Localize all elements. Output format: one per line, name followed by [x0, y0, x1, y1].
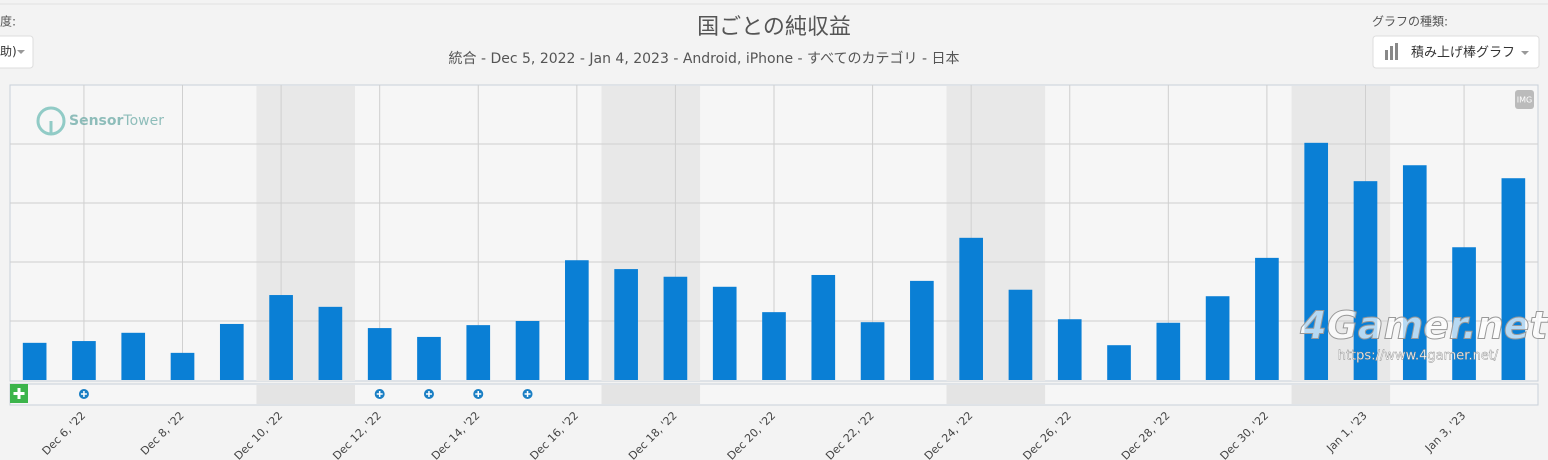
weekend-shade [1291, 385, 1391, 404]
bar [1402, 165, 1427, 380]
chart-type-icon [1385, 43, 1398, 60]
weekend-shade [601, 385, 701, 404]
chart-type-label: グラフの種類: [1372, 15, 1448, 29]
export-text: IMG [1517, 96, 1532, 105]
bar [22, 342, 47, 380]
chart-type-text[interactable]: 積み上げ棒グラフ [1411, 46, 1515, 61]
bar [910, 280, 934, 380]
bar [762, 312, 786, 380]
event-plus [475, 391, 482, 397]
event-plus [376, 391, 383, 397]
event-plus [524, 391, 531, 397]
bar [663, 276, 688, 380]
bar [811, 274, 836, 380]
left-select-text[interactable]: 助) [0, 45, 17, 59]
bar [269, 295, 293, 380]
watermark-brand: 4Gamer.net [1299, 304, 1548, 348]
bar [1107, 345, 1131, 380]
logo-text: SensorTower [69, 113, 164, 129]
bar [860, 322, 885, 380]
bar [565, 260, 589, 380]
chart-type-select[interactable] [1372, 35, 1540, 69]
bar [318, 306, 343, 380]
bar [614, 269, 638, 380]
bar [1255, 257, 1279, 380]
weekend-shade [946, 385, 1046, 404]
plus-icon [13, 388, 25, 399]
bar [1156, 322, 1181, 380]
bar [959, 237, 983, 380]
bar [1501, 178, 1526, 380]
bar [1205, 296, 1230, 380]
weekend-shade [256, 385, 356, 404]
logo: SensorTower [36, 106, 164, 136]
bar [72, 341, 96, 380]
export-button[interactable] [1515, 90, 1534, 109]
bar [466, 325, 491, 380]
event-plus [80, 391, 87, 397]
left-label: 度: [0, 14, 16, 29]
bar [170, 352, 195, 380]
chart-subtitle: 統合 - Dec 5, 2022 - Jan 4, 2023 - Android… [449, 50, 960, 67]
bar [712, 286, 737, 380]
caret [1521, 51, 1529, 55]
bar [1353, 181, 1378, 380]
bar [1057, 319, 1082, 380]
bar [121, 332, 146, 380]
bar [417, 336, 441, 380]
logo-part: Sensor [69, 113, 123, 129]
bar [219, 323, 244, 380]
bar [367, 328, 392, 380]
watermark-url: https://www.4gamer.net/ [1338, 349, 1499, 364]
bar [515, 321, 540, 380]
logo-part: Tower [122, 113, 164, 129]
caret [17, 50, 25, 54]
left-select[interactable] [0, 35, 34, 69]
event-plus [425, 391, 432, 397]
bar [1452, 247, 1476, 380]
bar [1008, 289, 1033, 380]
chart-title: 国ごとの純収益 [697, 15, 851, 40]
bar [1304, 142, 1329, 380]
